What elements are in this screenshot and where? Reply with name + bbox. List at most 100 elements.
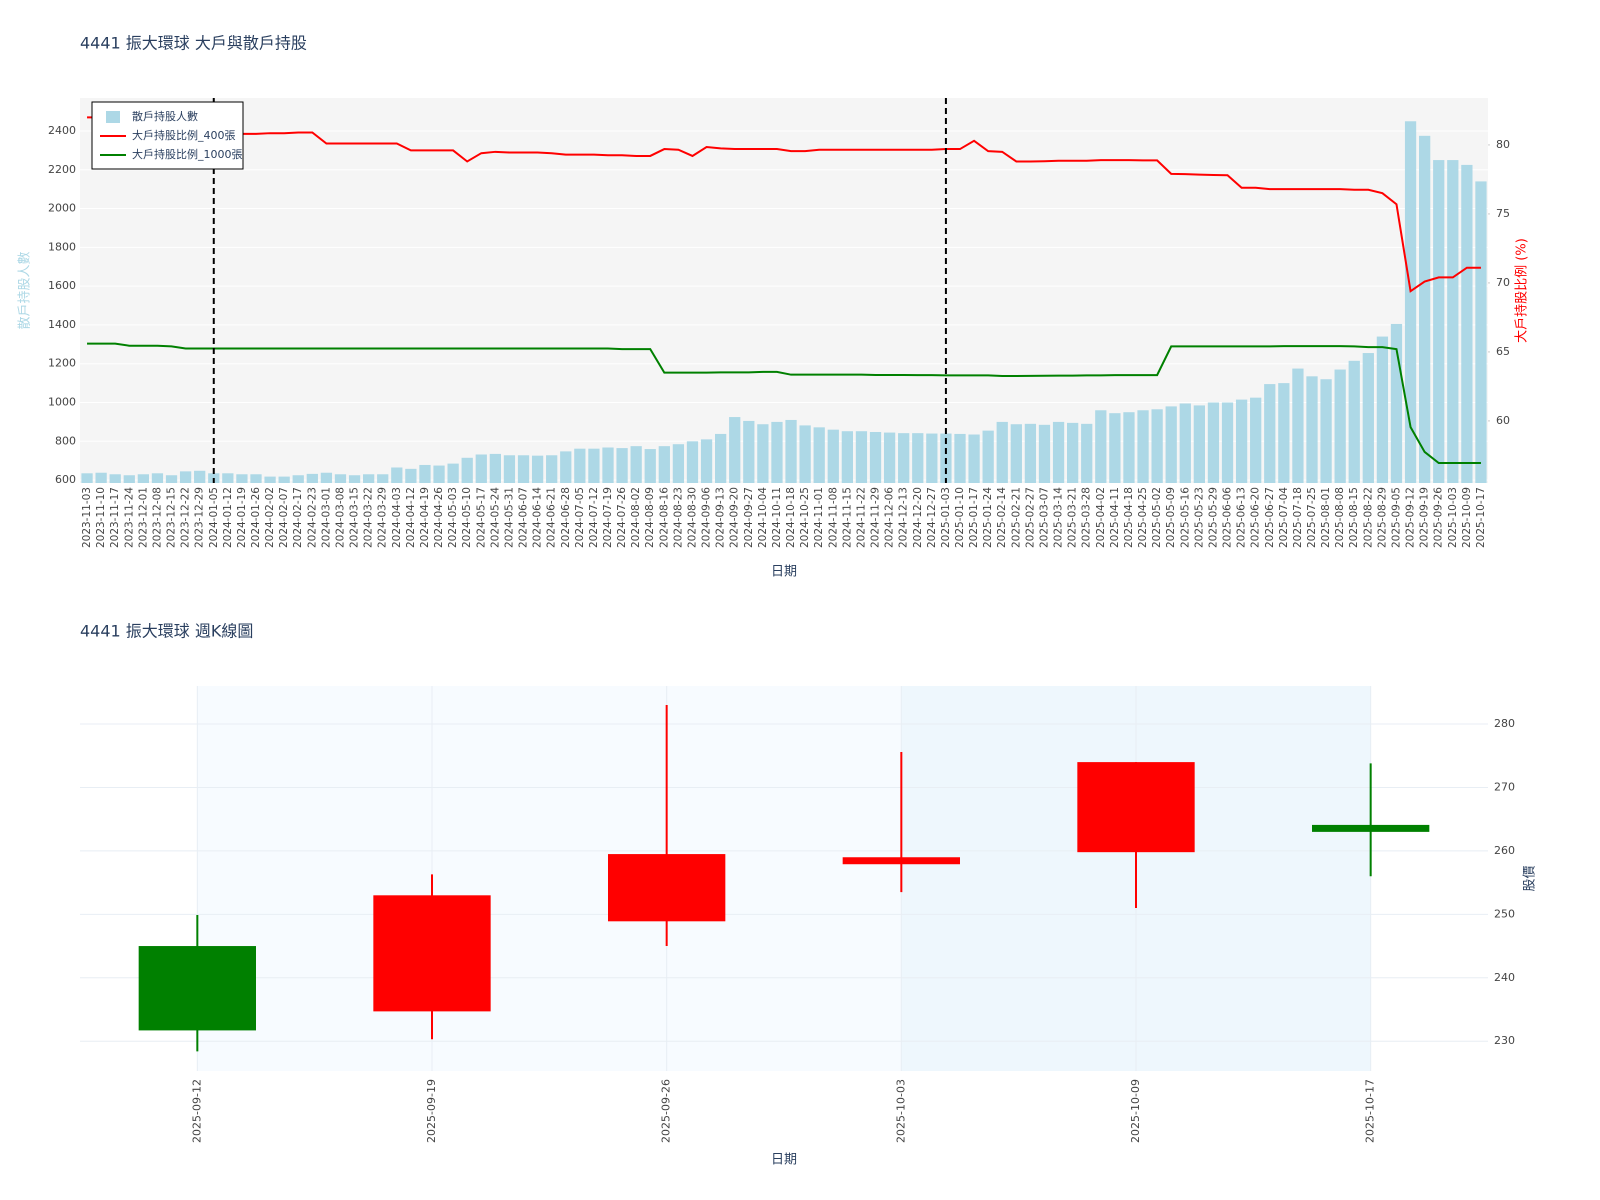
bar	[1250, 397, 1262, 483]
candle-body	[842, 857, 960, 865]
bar	[137, 474, 149, 483]
x-tick-label: 2023-11-03	[81, 487, 93, 548]
bar	[560, 451, 572, 483]
bar	[1151, 409, 1163, 483]
x-tick-label: 2025-02-27	[1024, 487, 1036, 548]
bar	[179, 471, 192, 483]
x-tick-label: 2024-05-24	[489, 487, 501, 548]
x-tick-label: 2025-08-22	[1362, 487, 1374, 548]
bar	[489, 453, 501, 483]
bar	[1306, 376, 1318, 483]
legend-label: 大戶持股比例_1000張	[132, 147, 243, 161]
bar	[377, 474, 389, 483]
x-tick-label: 2024-10-04	[757, 487, 769, 548]
bar	[1137, 410, 1149, 483]
bar	[912, 433, 924, 483]
x-tick-label: 2024-10-18	[785, 487, 797, 548]
bar	[1095, 410, 1107, 483]
bar	[1348, 360, 1360, 483]
x-tick-label: 2025-10-09	[1129, 1079, 1142, 1143]
x-tick-label: 2025-03-21	[1067, 487, 1079, 548]
x-tick-label: 2024-11-01	[813, 487, 825, 548]
bar	[1475, 181, 1487, 483]
bar	[1461, 164, 1473, 483]
x-tick-label: 2024-07-26	[616, 487, 628, 548]
bar	[81, 473, 93, 483]
bar	[855, 431, 868, 483]
bar	[1404, 121, 1417, 483]
bar	[1419, 135, 1431, 483]
x-tick-label: 2025-02-14	[996, 487, 1008, 548]
y-tick-label: 2000	[48, 202, 76, 215]
bar	[363, 474, 375, 483]
bar	[250, 474, 262, 483]
y2-tick-label: 70	[1496, 276, 1510, 289]
legend-label: 散戶持股人數	[132, 109, 198, 123]
bar	[517, 455, 530, 483]
x-tick-label: 2025-05-23	[1193, 487, 1205, 548]
x-tick-label: 2024-10-11	[771, 487, 783, 548]
x-tick-label: 2025-01-17	[968, 487, 980, 548]
bar	[954, 433, 966, 483]
bar	[630, 446, 642, 483]
x-tick-label: 2024-03-22	[363, 487, 375, 548]
x-tick-label: 2024-04-26	[433, 487, 445, 548]
x-tick-label: 2025-07-25	[1306, 487, 1318, 548]
bar	[588, 448, 600, 483]
x-tick-label: 2024-04-12	[405, 487, 417, 548]
y-tick-label: 270	[1494, 780, 1515, 793]
x-tick-label: 2024-07-19	[602, 487, 614, 548]
x-tick-label: 2024-08-16	[658, 487, 670, 548]
bar	[447, 463, 459, 483]
x-axis-title: 日期	[771, 1153, 797, 1168]
x-tick-label: 2025-01-03	[940, 487, 952, 548]
x-tick-label: 2025-05-02	[1151, 487, 1163, 548]
x-tick-label: 2023-12-01	[137, 487, 149, 548]
x-tick-label: 2024-04-19	[419, 487, 431, 548]
bar	[827, 429, 839, 483]
x-tick-label: 2024-04-03	[391, 487, 403, 548]
y2-tick-label: 65	[1496, 345, 1510, 358]
y-tick-label: 250	[1494, 907, 1515, 920]
bar	[700, 439, 713, 483]
bar	[503, 455, 516, 483]
bar	[968, 434, 980, 483]
bar	[95, 472, 107, 483]
x-tick-label: 2024-03-15	[349, 487, 361, 548]
x-tick-label: 2024-09-06	[701, 487, 713, 548]
bar	[841, 431, 853, 483]
x-tick-label: 2024-08-23	[672, 487, 684, 548]
y2-tick-label: 80	[1496, 138, 1510, 151]
bar	[616, 448, 628, 483]
x-tick-label: 2025-05-16	[1179, 487, 1191, 548]
bar	[757, 424, 769, 483]
y-tick-label: 260	[1494, 844, 1515, 857]
x-tick-label: 2025-04-18	[1123, 487, 1135, 548]
x-tick-label: 2025-10-03	[894, 1079, 907, 1143]
bar	[1109, 413, 1121, 483]
y-tick-label: 1800	[48, 240, 76, 253]
x-tick-label: 2024-12-13	[898, 487, 910, 548]
x-tick-label: 2023-12-08	[151, 487, 163, 548]
x-tick-label: 2024-06-28	[560, 487, 572, 548]
legend-swatch	[106, 111, 120, 123]
bar	[1447, 160, 1459, 483]
x-tick-label: 2024-08-30	[686, 487, 698, 548]
bar	[982, 430, 994, 483]
x-tick-label: 2024-12-27	[926, 487, 938, 548]
line-series	[87, 342, 1481, 464]
bar	[531, 455, 544, 483]
x-tick-label: 2024-11-29	[870, 487, 882, 548]
bar	[1264, 384, 1276, 483]
x-tick-label: 2023-12-29	[194, 487, 206, 548]
x-tick-label: 2025-06-27	[1264, 487, 1276, 548]
bar	[1320, 379, 1332, 483]
bar	[1433, 160, 1445, 483]
bar	[292, 475, 304, 483]
x-tick-label: 2025-04-25	[1137, 487, 1149, 548]
x-tick-label: 2025-04-11	[1109, 487, 1121, 548]
bar	[334, 474, 347, 483]
bar	[1052, 421, 1065, 483]
bar	[743, 420, 755, 483]
bar	[1179, 403, 1191, 483]
